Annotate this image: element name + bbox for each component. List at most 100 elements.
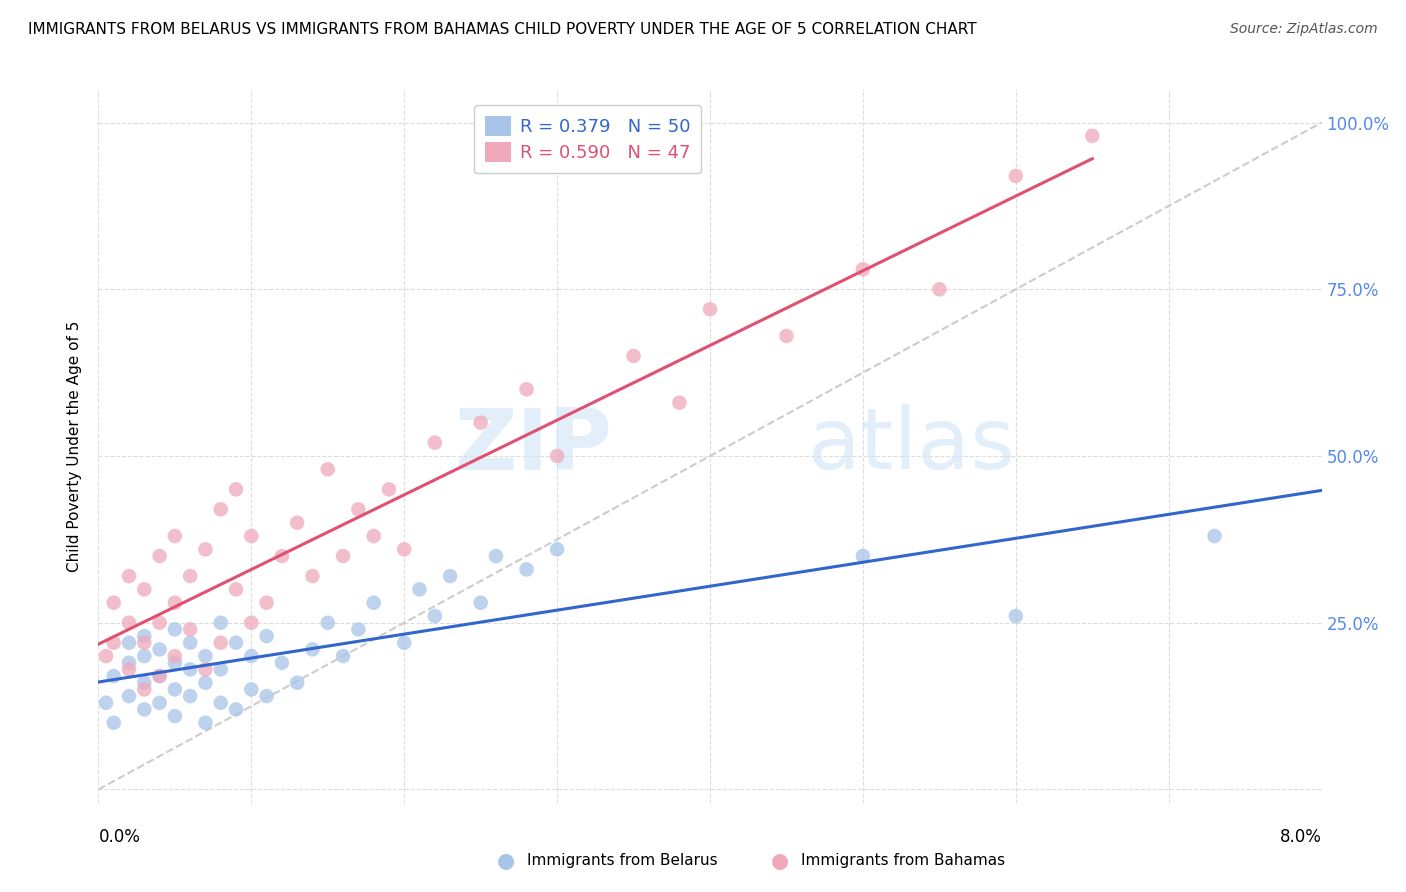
- Point: [240, 682, 263, 697]
- Point: [516, 562, 538, 576]
- Point: [163, 649, 186, 664]
- Point: [149, 669, 172, 683]
- Text: atlas: atlas: [808, 404, 1017, 488]
- Point: [852, 262, 875, 277]
- Point: [179, 569, 201, 583]
- Point: [103, 596, 125, 610]
- Point: [163, 682, 186, 697]
- Point: [149, 615, 172, 630]
- Point: [194, 662, 217, 676]
- Point: [423, 609, 446, 624]
- Point: [408, 582, 430, 597]
- Point: [209, 636, 232, 650]
- Point: [149, 696, 172, 710]
- Point: [134, 582, 156, 597]
- Point: [118, 615, 141, 630]
- Point: [179, 636, 201, 650]
- Point: [256, 629, 278, 643]
- Point: [285, 516, 308, 530]
- Point: [149, 549, 172, 563]
- Point: [118, 636, 141, 650]
- Point: [1004, 609, 1026, 624]
- Point: [392, 636, 416, 650]
- Point: [134, 675, 156, 690]
- Point: [470, 596, 492, 610]
- Point: [134, 629, 156, 643]
- Point: [301, 642, 323, 657]
- Point: [301, 569, 323, 583]
- Point: [546, 542, 568, 557]
- Point: [163, 623, 186, 637]
- Point: [1004, 169, 1026, 183]
- Point: [103, 669, 125, 683]
- Point: [103, 636, 125, 650]
- Point: [209, 502, 232, 516]
- Text: 0.0%: 0.0%: [98, 828, 141, 846]
- Point: [194, 649, 217, 664]
- Point: [240, 649, 263, 664]
- Point: [363, 596, 385, 610]
- Point: [699, 302, 721, 317]
- Point: [134, 702, 156, 716]
- Point: [163, 709, 186, 723]
- Point: [179, 623, 201, 637]
- Point: [852, 549, 875, 563]
- Point: [179, 662, 201, 676]
- Point: [103, 715, 125, 730]
- Point: [94, 696, 117, 710]
- Point: [194, 542, 217, 557]
- Text: Immigrants from Belarus: Immigrants from Belarus: [527, 854, 718, 868]
- Point: [775, 329, 797, 343]
- Point: [270, 656, 294, 670]
- Point: [149, 642, 172, 657]
- Text: Source: ZipAtlas.com: Source: ZipAtlas.com: [1230, 22, 1378, 37]
- Point: [516, 382, 538, 396]
- Point: [194, 675, 217, 690]
- Text: IMMIGRANTS FROM BELARUS VS IMMIGRANTS FROM BAHAMAS CHILD POVERTY UNDER THE AGE O: IMMIGRANTS FROM BELARUS VS IMMIGRANTS FR…: [28, 22, 977, 37]
- Text: ZIP: ZIP: [454, 404, 612, 488]
- Point: [270, 549, 294, 563]
- Point: [209, 615, 232, 630]
- Point: [118, 689, 141, 703]
- Point: [225, 483, 247, 497]
- Point: [225, 636, 247, 650]
- Point: [347, 623, 370, 637]
- Point: [179, 689, 201, 703]
- Point: [392, 542, 416, 557]
- Point: [225, 582, 247, 597]
- Legend: R = 0.379   N = 50, R = 0.590   N = 47: R = 0.379 N = 50, R = 0.590 N = 47: [474, 105, 702, 173]
- Point: [225, 702, 247, 716]
- Point: [256, 596, 278, 610]
- Point: [134, 682, 156, 697]
- Point: [163, 596, 186, 610]
- Point: [668, 395, 690, 409]
- Point: [363, 529, 385, 543]
- Point: [134, 649, 156, 664]
- Point: [623, 349, 645, 363]
- Point: [332, 549, 354, 563]
- Point: [423, 435, 446, 450]
- Point: [134, 636, 156, 650]
- Point: [378, 483, 401, 497]
- Point: [118, 656, 141, 670]
- Point: [256, 689, 278, 703]
- Point: [118, 569, 141, 583]
- Point: [332, 649, 354, 664]
- Point: [347, 502, 370, 516]
- Point: [163, 656, 186, 670]
- Point: [1204, 529, 1226, 543]
- Point: [316, 462, 339, 476]
- Point: [470, 416, 492, 430]
- Point: [149, 669, 172, 683]
- Point: [94, 649, 117, 664]
- Point: [163, 529, 186, 543]
- Text: ●: ●: [498, 851, 515, 871]
- Point: [240, 529, 263, 543]
- Point: [209, 662, 232, 676]
- Point: [316, 615, 339, 630]
- Y-axis label: Child Poverty Under the Age of 5: Child Poverty Under the Age of 5: [67, 320, 83, 572]
- Point: [485, 549, 508, 563]
- Point: [285, 675, 308, 690]
- Point: [209, 696, 232, 710]
- Point: [546, 449, 568, 463]
